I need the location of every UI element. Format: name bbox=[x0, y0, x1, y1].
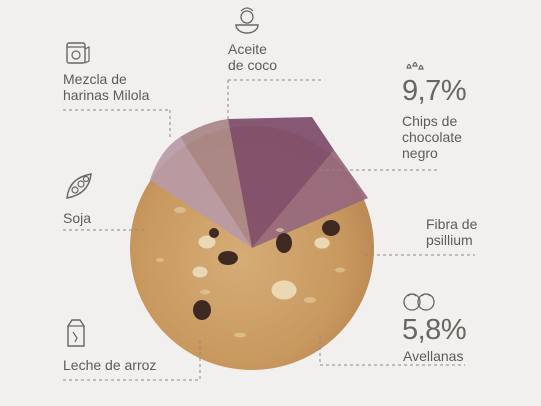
chocolate-chip bbox=[218, 251, 238, 265]
slice-purple bbox=[228, 117, 334, 248]
hazelnut-piece bbox=[197, 234, 217, 250]
hazelnut-piece bbox=[270, 279, 298, 301]
coconut-icon bbox=[235, 7, 259, 34]
flour-bag-icon bbox=[66, 42, 90, 64]
label-soja: Soja bbox=[63, 210, 92, 226]
slice-mauve bbox=[252, 150, 368, 248]
milk-carton-icon bbox=[67, 319, 85, 347]
hazelnut-piece bbox=[191, 265, 209, 279]
label-fibra: Fibra de psillium bbox=[426, 216, 478, 248]
slice-light-mauve bbox=[150, 137, 252, 248]
hazelnut-icon bbox=[403, 293, 435, 311]
chocolate-chip bbox=[322, 220, 340, 236]
soy-pod-icon bbox=[66, 173, 92, 199]
label-avellanas: Avellanas bbox=[403, 348, 464, 364]
leader-lines bbox=[63, 79, 475, 381]
chocolate-chips-icon bbox=[406, 61, 424, 70]
hazelnut-piece bbox=[313, 236, 331, 250]
chocolate-chip bbox=[193, 300, 211, 320]
chocolate-chip bbox=[276, 233, 292, 253]
chips-percentage: 9,7% bbox=[402, 75, 467, 107]
label-chips: Chips de chocolate negro bbox=[402, 113, 462, 161]
avellanas-percentage: 5,8% bbox=[402, 314, 467, 346]
label-harinas: Mezcla de harinas Milola bbox=[63, 71, 150, 103]
label-leche: Leche de arroz bbox=[63, 357, 157, 373]
label-aceite: Aceite de coco bbox=[228, 41, 278, 73]
chocolate-chip bbox=[209, 228, 219, 238]
